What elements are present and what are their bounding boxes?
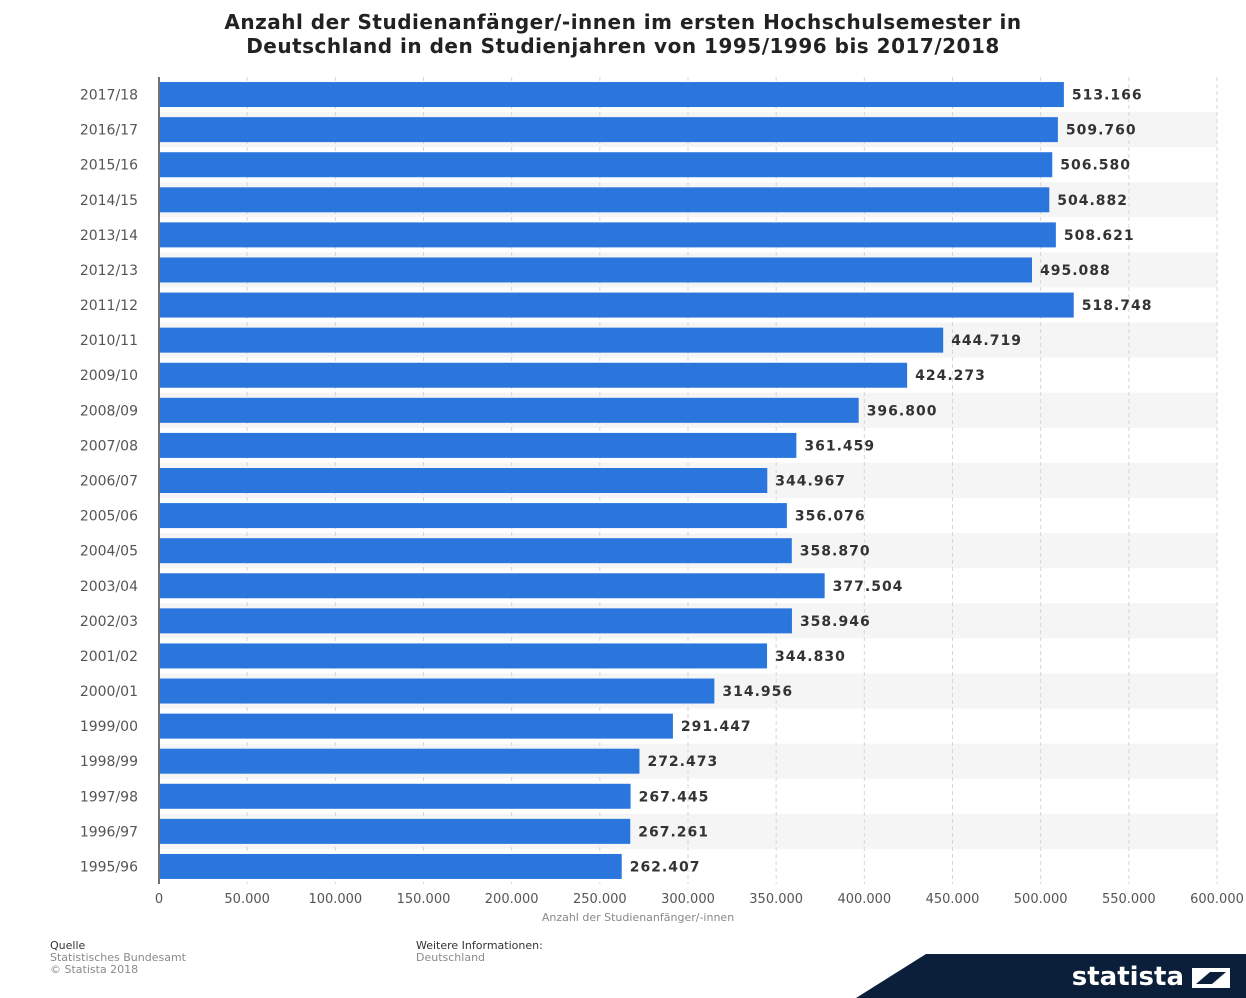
category-label: 2017/18 [80, 88, 138, 104]
x-tick-label: 500.000 [1014, 892, 1068, 907]
info-line-1: Deutschland [416, 951, 486, 964]
source-heading: Quelle [50, 939, 86, 952]
value-label: 396.800 [867, 403, 938, 419]
value-label: 506.580 [1060, 158, 1131, 174]
info-block: Weitere Informationen: Deutschland [416, 940, 543, 964]
x-tick-label: 550.000 [1102, 892, 1156, 907]
category-label: 2000/01 [80, 684, 138, 700]
value-label: 358.870 [800, 544, 871, 560]
value-label: 509.760 [1066, 123, 1137, 139]
statista-brand-bar[interactable]: statista [856, 954, 1246, 998]
value-label: 495.088 [1040, 263, 1111, 279]
category-label: 2002/03 [80, 614, 138, 630]
bar [160, 713, 673, 739]
category-label: 2015/16 [80, 158, 138, 174]
bar [160, 573, 825, 599]
category-label: 2012/13 [80, 263, 138, 279]
value-label: 377.504 [833, 579, 904, 595]
bar [160, 468, 768, 493]
bar [160, 222, 1056, 248]
category-label: 1999/00 [80, 719, 138, 735]
bar [160, 643, 768, 669]
chart-title-line-1: Anzahl der Studienanfänger/-innen im ers… [224, 10, 1022, 34]
x-tick-label: 200.000 [485, 892, 539, 907]
info-heading: Weitere Informationen: [416, 939, 543, 952]
bar [160, 538, 792, 564]
bar [160, 503, 787, 529]
value-label: 513.166 [1072, 88, 1143, 104]
bar-chart: 2017/18 513.166 2016/17 509.760 2015/16 506.5… [80, 77, 1244, 924]
value-label: 444.719 [951, 333, 1022, 349]
bar [160, 82, 1064, 108]
x-tick-label: 250.000 [573, 892, 627, 907]
value-label: 504.882 [1057, 193, 1128, 209]
category-label: 1996/97 [80, 824, 138, 840]
value-label: 272.473 [647, 754, 718, 770]
category-label: 2011/12 [80, 298, 138, 314]
source-line-1: Statistisches Bundesamt [50, 951, 186, 964]
x-tick-label: 350.000 [749, 892, 803, 907]
x-axis-label: Anzahl der Studienanfänger/-innen [542, 911, 734, 924]
bar [160, 257, 1033, 283]
category-label: 2005/06 [80, 509, 138, 525]
category-label: 2016/17 [80, 123, 138, 139]
bar [160, 327, 944, 353]
value-label: 344.967 [775, 474, 846, 490]
x-tick-label: 100.000 [308, 892, 362, 907]
x-tick-label: 600.000 [1190, 892, 1244, 907]
bar [160, 362, 908, 388]
category-label: 1995/96 [80, 859, 138, 875]
value-label: 424.273 [915, 368, 986, 384]
value-label: 518.748 [1082, 298, 1153, 314]
x-tick-label: 0 [155, 892, 163, 907]
category-label: 2001/02 [80, 649, 138, 665]
bar [160, 292, 1074, 318]
x-tick-label: 400.000 [837, 892, 891, 907]
value-label: 291.447 [681, 719, 752, 735]
category-label: 2007/08 [80, 438, 138, 454]
chart-title: Anzahl der Studienanfänger/-innen im ers… [60, 10, 1186, 58]
bar [160, 397, 859, 423]
value-label: 361.459 [804, 438, 875, 454]
bar [160, 432, 797, 458]
value-label: 267.261 [638, 824, 709, 840]
category-label: 1997/98 [80, 789, 138, 805]
bar [160, 117, 1058, 143]
value-label: 314.956 [722, 684, 793, 700]
category-label: 1998/99 [80, 754, 138, 770]
category-label: 2008/09 [80, 403, 138, 419]
bar [160, 187, 1050, 213]
value-label: 356.076 [795, 509, 866, 525]
x-tick-label: 450.000 [926, 892, 980, 907]
x-tick-label: 300.000 [661, 892, 715, 907]
category-label: 2006/07 [80, 474, 138, 490]
value-label: 262.407 [630, 859, 701, 875]
value-label: 358.946 [800, 614, 871, 630]
value-label: 344.830 [775, 649, 846, 665]
category-label: 2010/11 [80, 333, 138, 349]
statista-logo-text: statista [1071, 962, 1184, 992]
bar [160, 748, 640, 774]
bar [160, 608, 792, 634]
category-label: 2013/14 [80, 228, 138, 244]
statista-logo-icon [1192, 968, 1230, 988]
bar [160, 818, 631, 844]
value-label: 508.621 [1064, 228, 1135, 244]
bar [160, 853, 622, 879]
bar [160, 783, 631, 809]
source-line-2: © Statista 2018 [50, 963, 139, 976]
category-label: 2014/15 [80, 193, 138, 209]
bar [160, 152, 1053, 178]
value-label: 267.445 [639, 789, 710, 805]
x-tick-label: 50.000 [224, 892, 270, 907]
chart-title-line-2: Deutschland in den Studienjahren von 199… [246, 34, 1000, 58]
category-label: 2003/04 [80, 579, 138, 595]
category-label: 2004/05 [80, 544, 138, 560]
x-tick-label: 150.000 [397, 892, 451, 907]
source-block: Quelle Statistisches Bundesamt © Statist… [50, 940, 186, 976]
category-label: 2009/10 [80, 368, 138, 384]
bar [160, 678, 715, 704]
